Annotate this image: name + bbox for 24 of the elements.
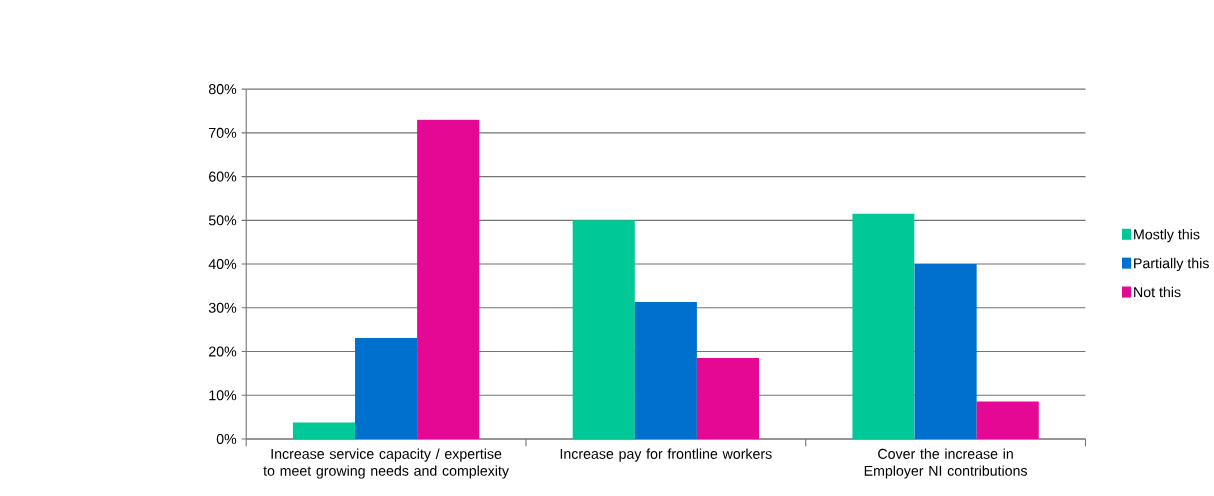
y-tick-label: 40%	[208, 259, 237, 270]
bar	[914, 264, 977, 440]
bar	[355, 338, 418, 440]
y-tick-label: 70%	[209, 127, 237, 138]
y-tick-label: 50%	[208, 215, 237, 226]
x-tick-label: Cover the increase in Employer NI contributions	[864, 448, 1028, 479]
legend-label: Not this	[1134, 286, 1181, 298]
bar	[852, 213, 915, 440]
y-tick-label: 30%	[208, 302, 237, 313]
bar	[634, 302, 697, 440]
bar	[292, 422, 356, 440]
legend-label: Partially this	[1134, 257, 1209, 272]
bar	[417, 119, 480, 440]
y-tick-label: 20%	[209, 346, 237, 357]
y-tick-label: 10%	[209, 390, 237, 401]
y-tick-label: 0%	[216, 434, 237, 445]
x-tick-label: Increase pay for frontline workers	[560, 448, 772, 462]
bar	[696, 358, 760, 440]
bar	[572, 220, 635, 440]
legend-label: Mostly this	[1134, 229, 1200, 243]
bar	[976, 401, 1039, 440]
x-tick-label: Increase service capacity / expertise to meet growing needs and complexity	[263, 448, 509, 479]
y-tick-label: 80%	[208, 84, 237, 95]
y-tick-label: 60%	[209, 171, 237, 182]
